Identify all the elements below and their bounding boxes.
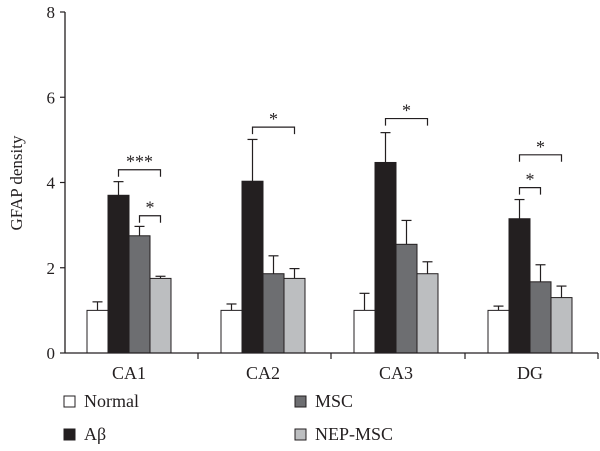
bar-ca3-normal — [353, 309, 376, 354]
y-tick-label: 2 — [47, 259, 56, 278]
legend-label: NEP-MSC — [315, 424, 393, 444]
bars-layer — [86, 161, 573, 354]
bar-ca2-nep-msc — [283, 277, 306, 354]
error-bar-dg-msc — [535, 264, 546, 282]
error-bar-ca1-normal — [92, 301, 103, 311]
legend: Normal Aβ MSC NEP-MSC — [63, 391, 393, 444]
bar-ca3-msc — [395, 243, 418, 354]
error-bar-dg-normal — [493, 305, 504, 311]
significance-bracket: * — [518, 170, 542, 195]
error-bar-dg-a — [514, 198, 525, 219]
legend-swatch — [63, 428, 76, 441]
legend-label: Aβ — [84, 424, 106, 444]
bar-ca3-nep-msc — [416, 273, 439, 354]
y-tick-label: 4 — [47, 174, 56, 193]
bar-ca1-normal — [86, 309, 109, 354]
y-axis-label: GFAP density — [7, 135, 26, 230]
legend-item-a: Aβ — [63, 424, 106, 444]
significance-label: * — [269, 109, 278, 129]
x-tick-label-dg: DG — [517, 363, 543, 383]
error-bar-ca2-a — [247, 138, 258, 182]
bar-ca2-normal — [220, 309, 243, 354]
significance-label: *** — [126, 152, 153, 172]
error-bar-ca1-a — [113, 181, 124, 196]
axes-layer: 0 2 4 6 8 CA1 CA2 CA3 DG — [47, 3, 599, 383]
legend-swatch — [294, 428, 307, 441]
error-bar-ca2-msc — [268, 255, 279, 274]
bar-dg-normal — [487, 309, 510, 354]
significance-label: * — [536, 137, 545, 157]
error-bar-ca3-a — [380, 132, 391, 163]
significance-label: * — [146, 198, 155, 218]
x-tick-label-ca1: CA1 — [112, 363, 146, 383]
error-bar-ca2-nep-msc — [289, 268, 300, 279]
bar-dg-msc — [529, 281, 552, 354]
legend-item-nep-msc: NEP-MSC — [294, 424, 393, 444]
error-bars-layer — [92, 132, 567, 311]
bar-ca2-msc — [262, 273, 285, 354]
x-tick-label-ca3: CA3 — [379, 363, 413, 383]
legend-item-normal: Normal — [63, 391, 139, 411]
significance-bracket: * — [251, 109, 296, 135]
legend-label: MSC — [315, 391, 353, 411]
significance-bracket: * — [384, 101, 429, 126]
error-bar-ca3-msc — [401, 219, 412, 245]
x-tick-label-ca2: CA2 — [246, 363, 280, 383]
error-bar-ca2-normal — [226, 303, 237, 311]
error-bar-dg-nep-msc — [556, 285, 567, 298]
significance-label: * — [526, 170, 535, 190]
legend-swatch — [63, 395, 76, 408]
legend-item-msc: MSC — [294, 391, 353, 411]
bar-ca3-a — [374, 161, 397, 354]
bar-dg-a — [508, 218, 531, 354]
significance-bracket: *** — [117, 152, 162, 177]
y-tick-label: 8 — [47, 3, 56, 22]
bar-ca2-a — [241, 180, 264, 354]
legend-swatch — [294, 395, 307, 408]
bar-ca1-nep-msc — [149, 277, 172, 354]
significance-bracket: * — [138, 198, 162, 223]
significance-bracket: * — [518, 137, 563, 162]
bar-dg-nep-msc — [550, 297, 573, 354]
error-bar-ca1-msc — [134, 225, 145, 236]
error-bar-ca1-nep-msc — [155, 275, 166, 279]
legend-label: Normal — [84, 391, 139, 411]
significance-layer: ***** *** — [117, 101, 563, 223]
significance-label: * — [402, 101, 411, 121]
error-bar-ca3-normal — [359, 292, 370, 311]
error-bar-ca3-nep-msc — [422, 261, 433, 274]
y-tick-label: 0 — [47, 344, 56, 363]
bar-ca1-a — [107, 194, 130, 354]
bar-ca1-msc — [128, 235, 151, 354]
y-tick-label: 6 — [47, 88, 56, 107]
